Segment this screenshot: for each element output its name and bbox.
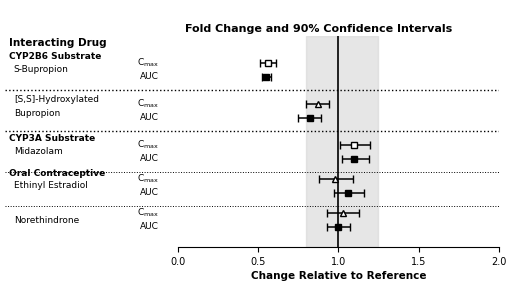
Text: Norethindrone: Norethindrone xyxy=(14,215,79,224)
Text: CYP3A Substrate: CYP3A Substrate xyxy=(9,134,95,143)
Text: AUC: AUC xyxy=(140,222,159,231)
Text: Oral Contraceptive: Oral Contraceptive xyxy=(9,169,105,178)
Text: AUC: AUC xyxy=(140,188,159,197)
X-axis label: Change Relative to Reference: Change Relative to Reference xyxy=(251,271,426,281)
Text: [S,S]-Hydroxylated: [S,S]-Hydroxylated xyxy=(14,95,99,104)
Text: C$_\mathrm{max}$: C$_\mathrm{max}$ xyxy=(137,173,159,185)
Text: Interacting Drug: Interacting Drug xyxy=(9,38,106,48)
Text: C$_\mathrm{max}$: C$_\mathrm{max}$ xyxy=(137,207,159,219)
Text: C$_\mathrm{max}$: C$_\mathrm{max}$ xyxy=(137,139,159,151)
Text: S-Bupropion: S-Bupropion xyxy=(14,65,69,74)
Text: AUC: AUC xyxy=(140,113,159,122)
Text: Midazolam: Midazolam xyxy=(14,147,63,156)
Bar xyxy=(306,36,378,247)
Text: Fold Change and 90% Confidence Intervals: Fold Change and 90% Confidence Intervals xyxy=(185,24,452,34)
Text: C$_\mathrm{max}$: C$_\mathrm{max}$ xyxy=(137,57,159,69)
Text: C$_\mathrm{max}$: C$_\mathrm{max}$ xyxy=(137,98,159,110)
Text: Bupropion: Bupropion xyxy=(14,109,60,118)
Text: Ethinyl Estradiol: Ethinyl Estradiol xyxy=(14,181,88,190)
Text: CYP2B6 Substrate: CYP2B6 Substrate xyxy=(9,52,101,61)
Text: AUC: AUC xyxy=(140,72,159,81)
Text: AUC: AUC xyxy=(140,154,159,163)
